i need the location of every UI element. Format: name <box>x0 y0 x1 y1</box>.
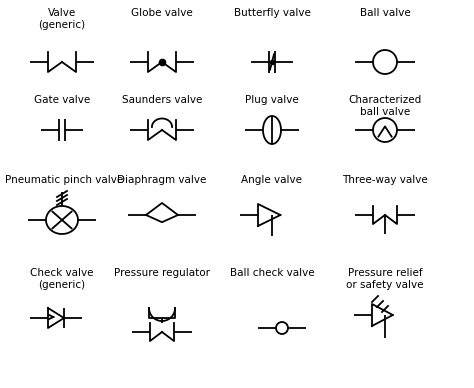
Text: Characterized
ball valve: Characterized ball valve <box>348 95 422 117</box>
Text: Check valve
(generic): Check valve (generic) <box>30 268 94 289</box>
Text: Saunders valve: Saunders valve <box>122 95 202 105</box>
Text: Pneumatic pinch valve: Pneumatic pinch valve <box>5 175 123 185</box>
Text: Angle valve: Angle valve <box>241 175 302 185</box>
Text: Valve
(generic): Valve (generic) <box>38 8 86 29</box>
Text: Three-way valve: Three-way valve <box>342 175 428 185</box>
Text: Plug valve: Plug valve <box>245 95 299 105</box>
Text: Pressure regulator: Pressure regulator <box>114 268 210 278</box>
Text: Ball valve: Ball valve <box>360 8 410 18</box>
Text: Butterfly valve: Butterfly valve <box>234 8 310 18</box>
Text: Pressure relief
or safety valve: Pressure relief or safety valve <box>346 268 424 289</box>
Text: Globe valve: Globe valve <box>131 8 193 18</box>
Text: Diaphragm valve: Diaphragm valve <box>117 175 207 185</box>
Text: Gate valve: Gate valve <box>34 95 90 105</box>
Text: Ball check valve: Ball check valve <box>230 268 314 278</box>
